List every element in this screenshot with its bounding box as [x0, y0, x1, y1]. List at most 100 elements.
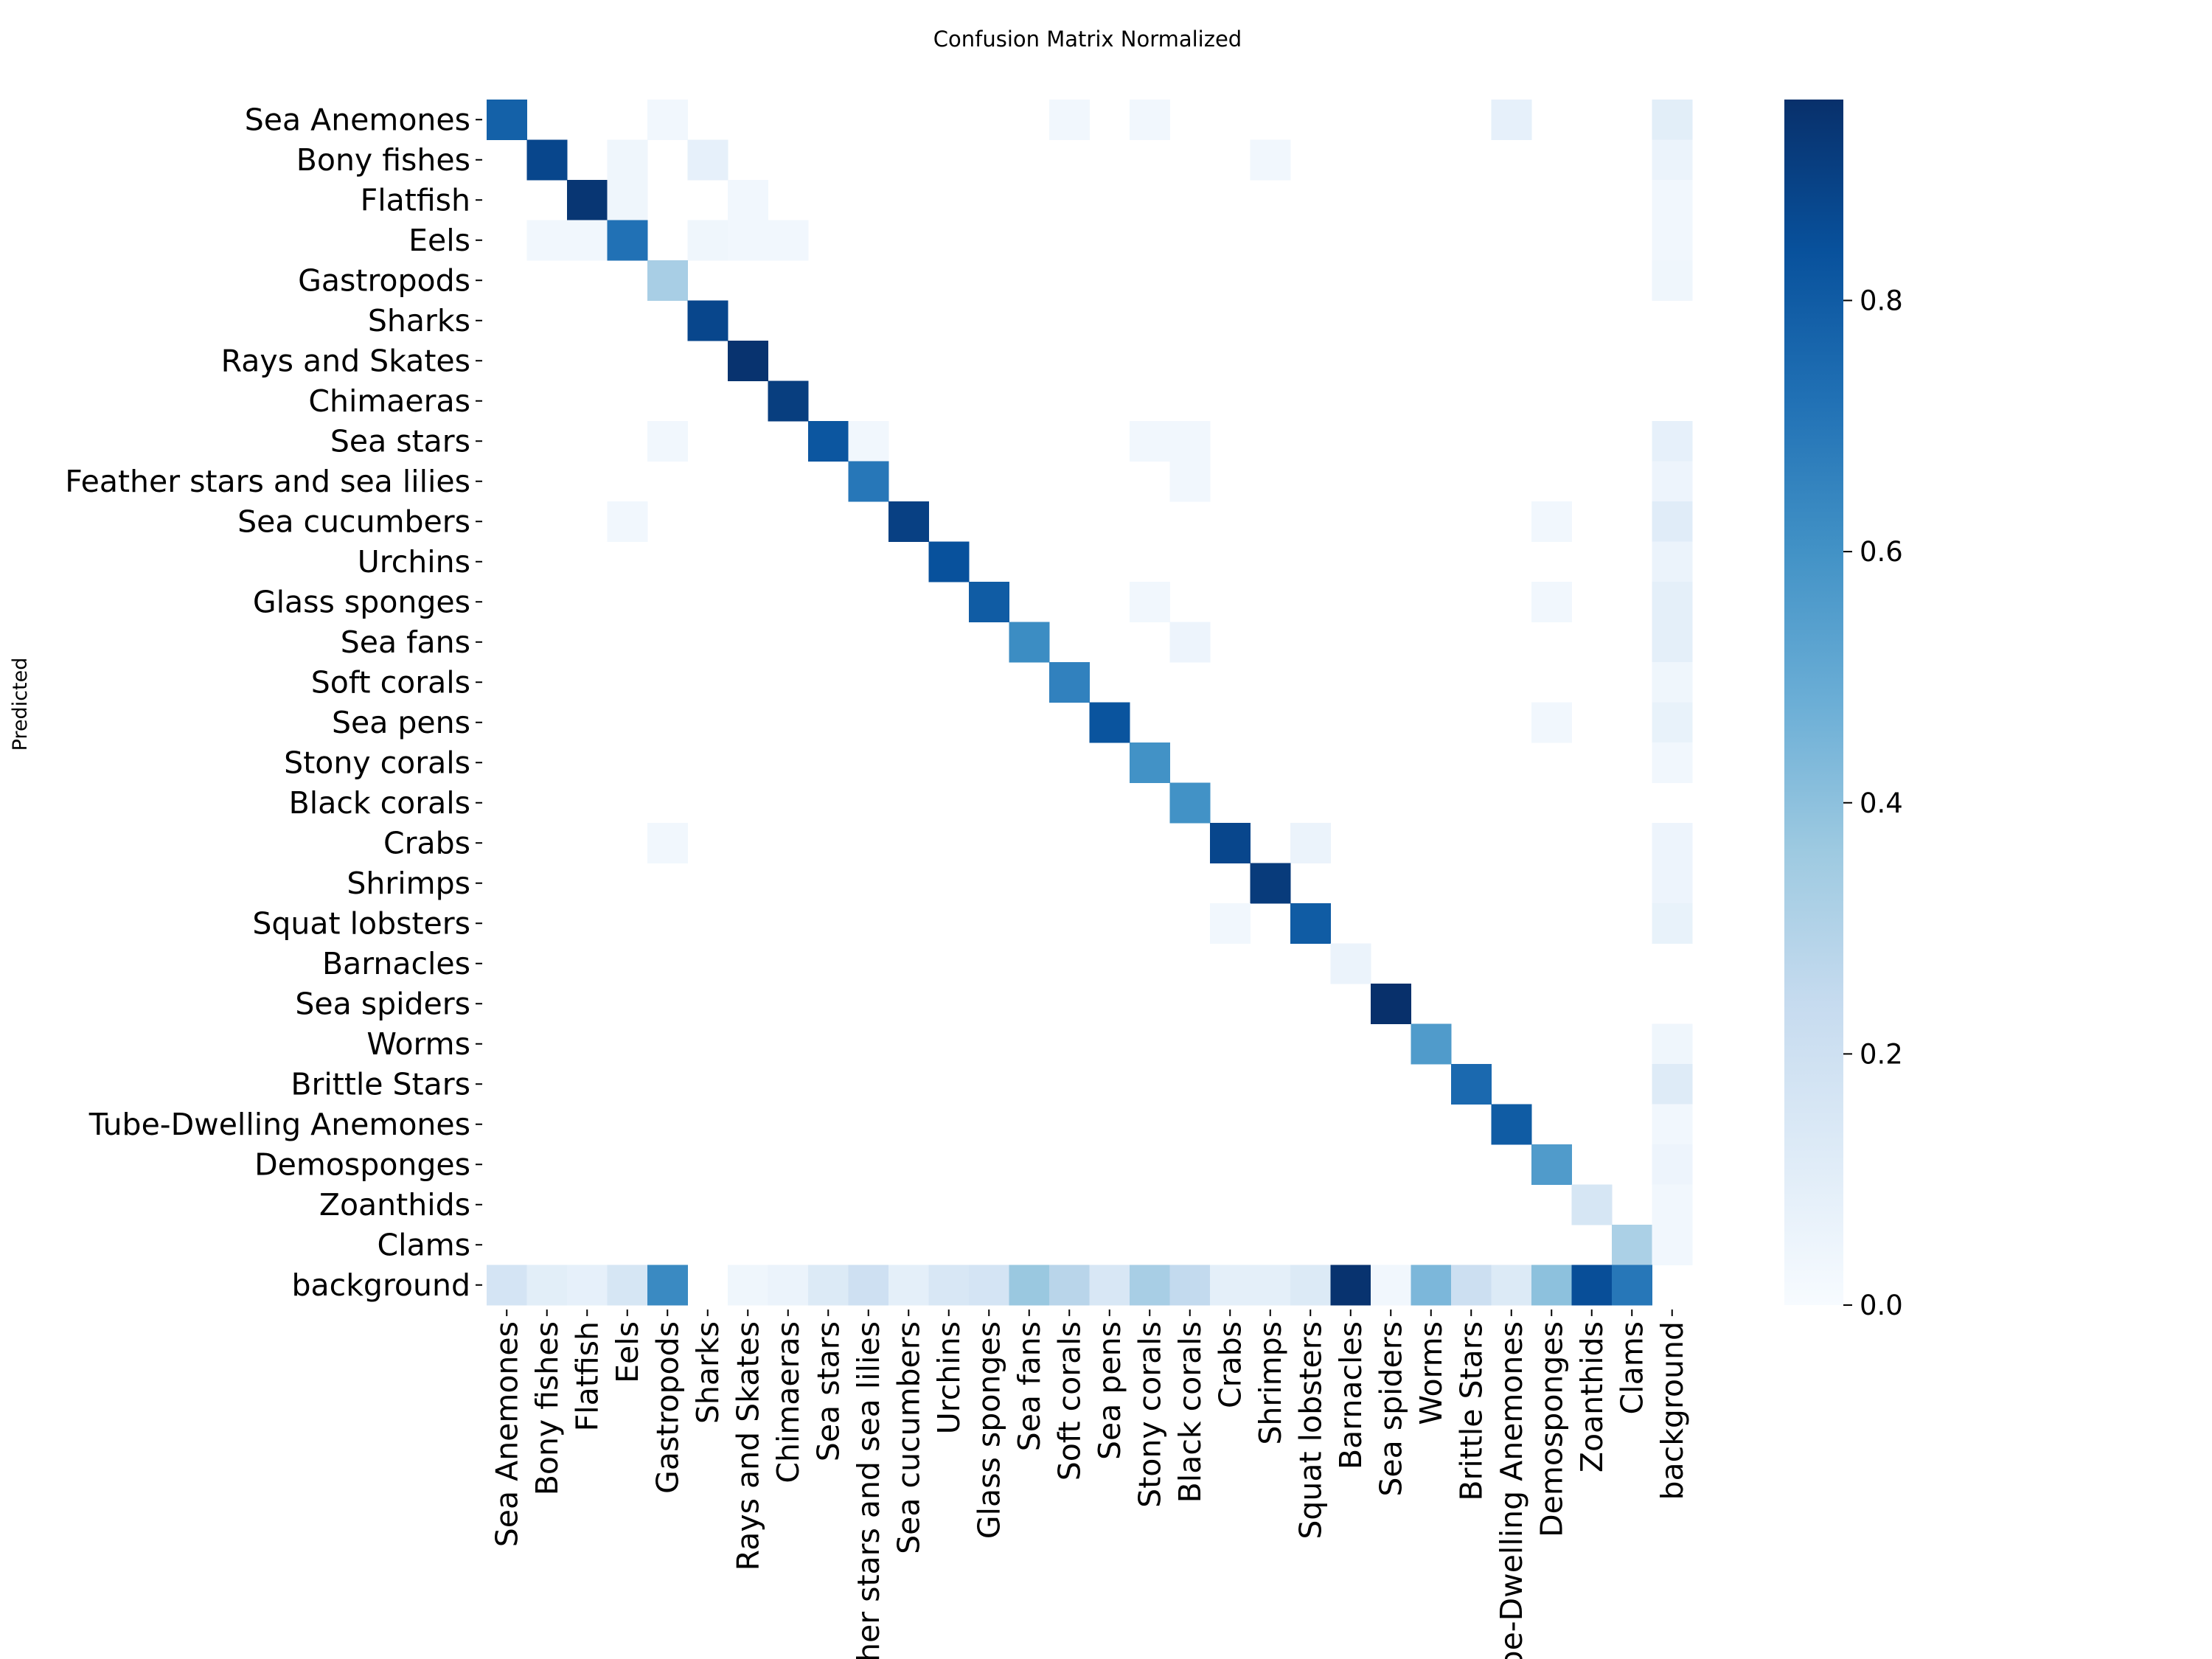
heatmap-cell [1049, 662, 1090, 703]
heatmap-cell [1652, 1144, 1693, 1185]
heatmap-cell [728, 1265, 768, 1306]
x-tick-label: Sea spiders [1373, 1321, 1408, 1497]
x-tick-label: Zoanthids [1574, 1321, 1610, 1472]
y-tick-label: Sea pens [332, 705, 470, 740]
colorbar: 0.0 0.2 0.4 0.6 0.8 [1784, 100, 1903, 1321]
heatmap-cell [1652, 702, 1693, 743]
heatmap-cell [687, 300, 728, 341]
x-tick-label: Flatfish [569, 1321, 605, 1431]
heatmap-cell [607, 501, 648, 542]
heatmap-cell [647, 260, 688, 301]
heatmap-cell [647, 1265, 688, 1306]
x-tick-label: Stony corals [1132, 1321, 1167, 1508]
heatmap-cell [567, 1265, 608, 1306]
heatmap-cell [1130, 582, 1170, 622]
heatmap-cell [1371, 984, 1411, 1024]
chart-title: Confusion Matrix Normalized [933, 27, 1242, 52]
heatmap-cell [1652, 501, 1693, 542]
y-tick-label: Chimaeras [308, 383, 470, 419]
heatmap-cell [567, 220, 608, 261]
x-tick-label: Eels [610, 1321, 645, 1383]
y-tick-label: Crabs [383, 825, 470, 860]
heatmap-cell [1290, 1265, 1331, 1306]
heatmap-cells [487, 100, 1693, 1306]
x-tick-label: background [1655, 1321, 1690, 1500]
y-tick-label: Feather stars and sea lilies [65, 464, 470, 499]
heatmap-cell [728, 341, 768, 381]
heatmap-cell [1491, 100, 1532, 140]
x-tick-label: Demosponges [1534, 1321, 1569, 1537]
heatmap-cell [1130, 742, 1170, 783]
heatmap-cell [647, 823, 688, 863]
heatmap-cell [1411, 1023, 1452, 1065]
x-tick-label: Crabs [1212, 1321, 1248, 1408]
heatmap-cell [888, 501, 929, 542]
heatmap-cell [1652, 100, 1693, 140]
heatmap-cell [1652, 662, 1693, 703]
heatmap-cell [1250, 1265, 1291, 1306]
heatmap-cell [1652, 139, 1693, 181]
heatmap-cell [1451, 1265, 1492, 1306]
heatmap-cell [1330, 943, 1371, 984]
heatmap-cell [768, 1265, 809, 1306]
x-tick-label: Black corals [1172, 1321, 1208, 1503]
heatmap-cell [1571, 1184, 1613, 1225]
heatmap-cell [728, 220, 768, 261]
heatmap-cell [687, 220, 728, 261]
y-tick-label: Rays and Skates [221, 343, 470, 378]
heatmap-cell [928, 541, 970, 582]
heatmap-cell [1652, 903, 1693, 944]
y-tick-label: Urchins [358, 544, 470, 580]
heatmap-cell [1169, 1265, 1211, 1306]
heatmap-cell [1250, 863, 1291, 904]
heatmap-cell [1411, 1265, 1452, 1306]
heatmap-cell [1571, 1265, 1613, 1306]
x-tick-label: Feather stars and sea lilies [851, 1321, 886, 1659]
heatmap-cell [1652, 461, 1693, 502]
heatmap-cell [1089, 702, 1130, 743]
heatmap-cell [1531, 582, 1572, 622]
heatmap-cell [1652, 260, 1693, 301]
y-tick-label: Gastropods [298, 262, 470, 298]
y-axis-ticks: Sea Anemones Bony fishes Flatfish Eels Gastr… [65, 102, 482, 1303]
heatmap-cell [1330, 1265, 1371, 1306]
y-tick-label: Sea fans [341, 625, 470, 660]
y-tick-label: Eels [408, 223, 470, 258]
y-tick-label: Flatfish [361, 182, 470, 218]
x-tick-label: Bony fishes [529, 1321, 565, 1495]
heatmap-cell [1451, 1064, 1492, 1105]
heatmap-cell [768, 220, 809, 261]
y-tick-label: Demosponges [254, 1147, 470, 1182]
x-tick-label: Sea pens [1092, 1321, 1127, 1460]
heatmap-cell [1652, 582, 1693, 622]
heatmap-cell [808, 1265, 849, 1306]
heatmap-cell [1652, 421, 1693, 462]
heatmap-cell [928, 1265, 970, 1306]
y-tick-label: Clams [378, 1227, 470, 1262]
y-tick-label: Brittle Stars [291, 1066, 470, 1102]
heatmap-cell [1210, 1265, 1251, 1306]
x-tick-label: Urchins [931, 1321, 967, 1434]
y-axis-label: Predicted [9, 658, 32, 751]
x-tick-label: Soft corals [1051, 1321, 1087, 1481]
heatmap-cell [567, 180, 608, 220]
colorbar-tick-label: 0.4 [1860, 787, 1903, 819]
y-tick-label: Tube-Dwelling Anemones [88, 1107, 470, 1142]
y-tick-label: Bony fishes [296, 142, 470, 178]
heatmap-cell [1652, 1064, 1693, 1105]
x-tick-label: Clams [1614, 1321, 1649, 1414]
heatmap-cell [848, 421, 889, 462]
x-axis-ticks: Sea Anemones Bony fishes Flatfish Eels Gastr… [489, 1310, 1690, 1659]
heatmap-cell [1531, 1144, 1572, 1185]
heatmap-cell [1169, 782, 1211, 824]
heatmap-cell [1652, 1225, 1693, 1265]
heatmap-cell [1169, 421, 1211, 462]
heatmap-cell [1210, 903, 1251, 944]
colorbar-tick-label: 0.2 [1860, 1038, 1903, 1070]
y-tick-label: Sharks [368, 303, 470, 338]
y-tick-label: Glass sponges [253, 584, 470, 619]
x-tick-label: Sea cucumbers [891, 1321, 926, 1554]
heatmap-cell [487, 100, 527, 140]
heatmap-cell [1652, 180, 1693, 220]
y-tick-label: Shrimps [347, 866, 470, 901]
